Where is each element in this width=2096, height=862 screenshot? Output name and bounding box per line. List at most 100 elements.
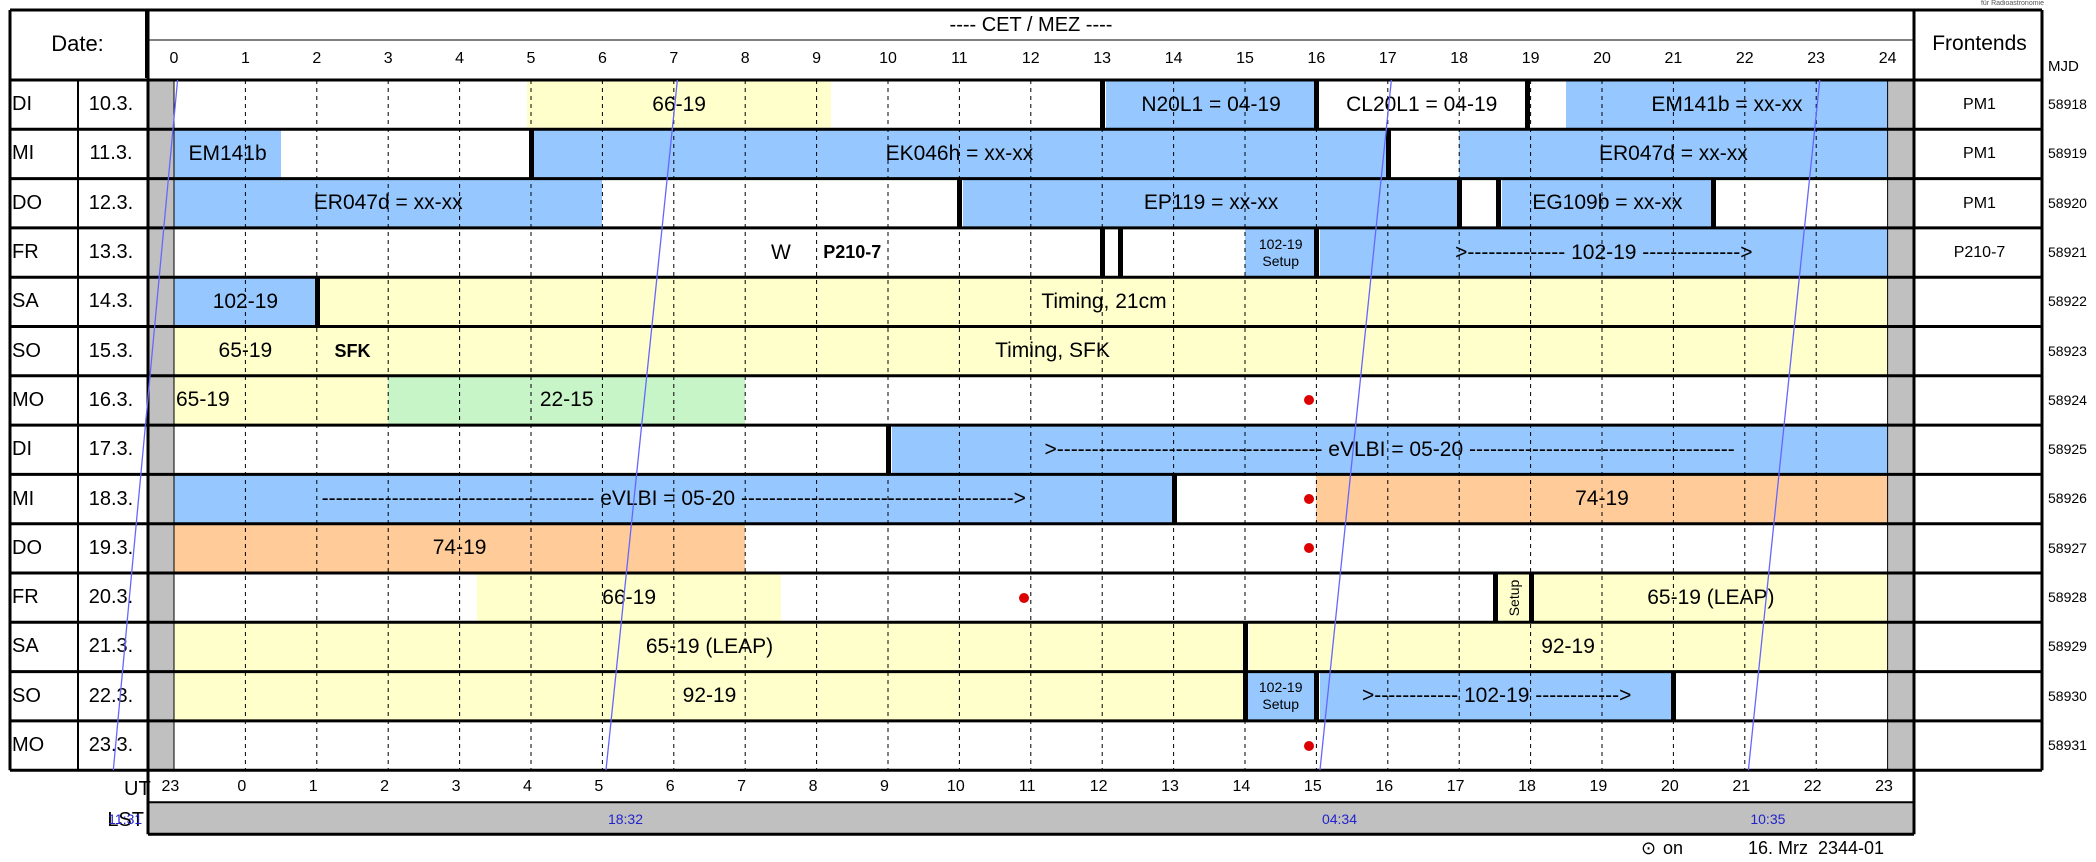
red-dot-marker [1018,592,1029,603]
row-mjd: 58921 [2048,243,2087,260]
schedule-block[interactable]: >-------------------------------------- … [891,426,1888,474]
schedule-block[interactable]: 66-19 [527,81,831,129]
schedule-block[interactable]: 66-19 [477,574,781,622]
mjd-header: MJD [2048,58,2079,75]
schedule-block[interactable]: ER047d = xx-xx [1459,130,1888,178]
schedule-block[interactable]: 65-19 (LEAP) [174,623,1245,671]
schedule-block[interactable]: EM141b = xx-xx [1566,81,1888,129]
cet-hour-tick: 2 [312,50,322,67]
row-mjd: 58927 [2048,539,2087,556]
schedule-block[interactable]: 74-19 [174,524,746,572]
block-separator [1710,179,1716,227]
schedule-block[interactable]: 74-19 [1316,475,1888,523]
ut-hour-tick: 14 [1232,778,1251,796]
row-mjd: 58931 [2048,736,2087,753]
schedule-block[interactable]: EP119 = xx-xx [962,179,1460,227]
corner-text: für Radioastronomie [1980,0,2044,7]
footer-date: 16. Mrz [1748,838,1809,858]
row-mjd: 58929 [2048,638,2087,655]
schedule-block[interactable]: Timing, SFK [174,327,1888,375]
frontends-header: Frontends [1932,32,2027,55]
cet-header: ---- CET / MEZ ---- [949,13,1113,36]
schedule-block[interactable]: 65-19 [174,376,389,425]
cet-hour-tick: 4 [455,50,465,67]
schedule-block[interactable]: 102-19 Setup [1245,672,1317,720]
schedule-block[interactable]: --------------------------------------- … [174,475,1174,523]
schedule-block[interactable]: EK046h = xx-xx [531,130,1388,178]
ut-hour-tick: 17 [1446,778,1465,796]
schedule-block[interactable]: EM141b [174,130,282,178]
block-separator [1457,179,1463,227]
block-separator [886,426,891,474]
block-separator [1243,623,1248,671]
schedule-block[interactable]: N20L1 = 04-19 [1105,81,1317,129]
row-day: MO [12,388,45,411]
block-separator [1314,81,1320,129]
schedule-note: 65-19 [218,339,273,363]
cet-hour-tick: 23 [1807,50,1826,67]
cet-hour-tick: 12 [1021,50,1040,67]
schedule-note: SFK [334,340,371,361]
lst-time-label: 04:34 [1321,811,1358,828]
schedule-block[interactable]: 22-15 [388,376,746,425]
row-mjd: 58918 [2048,96,2087,112]
schedule-block[interactable]: Timing, 21cm [320,278,1888,326]
ut-hour-tick: 9 [879,778,889,796]
row-mjd: 58922 [2048,293,2087,310]
row-frontend [1917,277,2042,326]
schedule-block[interactable]: 92-19 [1248,623,1888,671]
schedule-block[interactable]: 102-19 [174,278,317,326]
schedule-block[interactable]: >-------------- 102-19 --------------> [1319,228,1888,277]
row-mjd: 58926 [2048,490,2087,507]
footer-code: 2344-01 [1818,838,1885,858]
cet-hour-tick: 8 [740,50,750,67]
ut-hour-tick: 20 [1660,778,1679,796]
row-date: 15.3. [88,339,134,362]
row-frontend [1917,327,2042,376]
ut-hour-tick: 19 [1589,778,1608,796]
row-frontend: P210-7 [1953,243,2006,261]
schedule-block[interactable]: Setup [1498,574,1531,622]
schedule-block[interactable]: ER047d = xx-xx [174,179,603,227]
schedule-block[interactable]: EG109b = xx-xx [1502,179,1713,227]
cet-hour-tick: 18 [1450,50,1469,67]
ut-hour-tick: 23 [161,778,180,796]
row-frontend [1917,573,2042,622]
row-mjd: 58919 [2048,145,2087,162]
row-mjd: 58923 [2048,342,2087,359]
schedule-block[interactable]: 65-19 (LEAP) [1534,574,1888,622]
schedule-block[interactable]: 92-19 [174,672,1245,720]
ut-hour-tick: 3 [451,778,461,796]
row-date: 18.3. [88,487,134,510]
cet-hour-tick: 7 [669,50,679,67]
schedule-block[interactable]: CL20L1 = 04-19 [1316,81,1528,129]
row-date: 14.3. [88,290,134,313]
block-separator [1528,574,1534,622]
row-date: 23.3. [88,734,134,757]
schedule-block-line: 102-19 [1258,679,1303,696]
ut-hour-tick: 1 [308,778,318,796]
lst-label: LST [107,809,144,831]
cet-hour-tick: 6 [597,50,607,67]
cet-hour-tick: 15 [1236,50,1254,67]
schedule-block-line: 102-19 [1258,235,1303,252]
ut-hour-tick: 15 [1303,778,1322,796]
schedule-block[interactable]: >------------ 102-19 ------------> [1319,672,1674,720]
block-separator [1314,672,1320,720]
ut-hour-tick: 16 [1375,778,1394,796]
block-separator [1492,574,1498,622]
row-day: SO [12,684,41,707]
block-separator [529,130,534,178]
date-header: Date: [10,10,148,78]
cet-hour-tick: 22 [1735,50,1754,67]
row-frontend [1917,425,2042,474]
ut-hour-tick: 11 [1018,778,1036,796]
row-day: SA [12,635,39,658]
ut-hour-tick: 4 [522,778,532,796]
cet-hour-tick: 1 [240,50,250,67]
cet-hour-tick: 5 [526,50,536,67]
row-day: MI [12,142,35,165]
block-separator [1171,475,1177,523]
schedule-block[interactable]: 102-19 Setup [1245,228,1317,277]
ut-hour-tick: 18 [1518,778,1536,796]
